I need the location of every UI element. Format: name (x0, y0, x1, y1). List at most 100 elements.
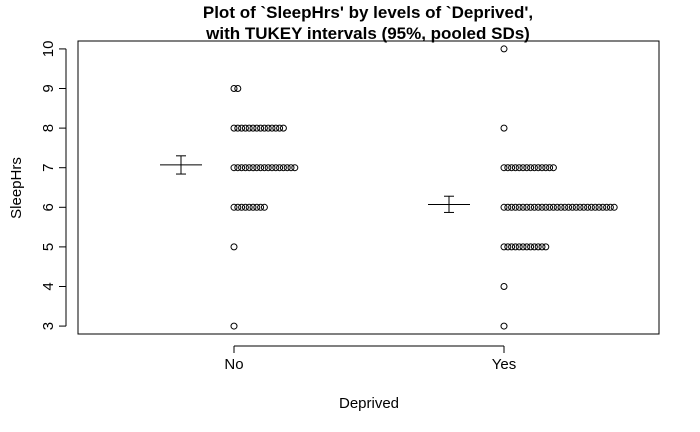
data-point (500, 243, 508, 251)
data-point (500, 45, 508, 53)
chart-title-line-1: Plot of `SleepHrs' by levels of `Deprive… (203, 3, 533, 22)
data-point (511, 203, 519, 211)
y-tick-label: 3 (40, 322, 57, 330)
data-points (230, 45, 618, 330)
data-point (511, 164, 519, 172)
x-axis-label: Deprived (339, 395, 399, 412)
data-point (268, 124, 276, 132)
data-point (230, 203, 238, 211)
data-point (272, 124, 280, 132)
y-tick-label: 5 (40, 243, 57, 251)
data-point (264, 124, 272, 132)
data-point (253, 203, 261, 211)
data-point (534, 164, 542, 172)
data-point (253, 164, 261, 172)
data-point (234, 203, 242, 211)
data-point (595, 203, 603, 211)
data-point (527, 203, 535, 211)
plot-frame (77, 40, 660, 335)
y-axis: 3 4 5 6 7 8 9 10 (40, 41, 67, 330)
data-point (230, 164, 238, 172)
data-point (504, 203, 512, 211)
data-point (500, 282, 508, 290)
data-point (511, 243, 519, 251)
data-point (241, 124, 249, 132)
data-point (508, 203, 516, 211)
data-point (610, 203, 618, 211)
data-point (519, 203, 527, 211)
data-point (504, 164, 512, 172)
data-point (527, 164, 535, 172)
data-point (276, 124, 284, 132)
data-point (238, 203, 246, 211)
data-point (245, 203, 253, 211)
data-point (279, 164, 287, 172)
data-point (500, 203, 508, 211)
data-point (538, 164, 546, 172)
data-point (230, 124, 238, 132)
data-point (276, 164, 284, 172)
data-point (515, 243, 523, 251)
y-tick-label: 7 (40, 164, 57, 172)
tukey-intervals (160, 155, 470, 213)
data-point (565, 203, 573, 211)
data-point (264, 164, 272, 172)
data-point (230, 322, 238, 330)
data-point (279, 124, 287, 132)
data-point (519, 243, 527, 251)
y-tick-label: 9 (40, 84, 57, 92)
data-point (234, 85, 242, 93)
data-point (603, 203, 611, 211)
data-point (584, 203, 592, 211)
x-axis: No Yes (224, 345, 516, 373)
data-point (508, 164, 516, 172)
y-tick-label: 6 (40, 203, 57, 211)
y-tick-label: 4 (40, 282, 57, 290)
data-point (230, 243, 238, 251)
data-point (576, 203, 584, 211)
y-axis-label: SleepHrs (8, 157, 25, 219)
data-point (587, 203, 595, 211)
data-point (245, 164, 253, 172)
data-point (606, 203, 614, 211)
data-point (530, 164, 538, 172)
data-point (504, 243, 512, 251)
data-point (249, 164, 257, 172)
data-point (523, 243, 531, 251)
data-point (557, 203, 565, 211)
y-tick-label: 10 (40, 41, 57, 58)
data-point (542, 243, 550, 251)
data-point (549, 203, 557, 211)
data-point (553, 203, 561, 211)
data-point (253, 124, 261, 132)
x-tick-label: Yes (492, 356, 516, 373)
data-point (257, 203, 265, 211)
data-point (515, 164, 523, 172)
data-point (515, 203, 523, 211)
data-point (257, 164, 265, 172)
data-point (500, 164, 508, 172)
data-point (568, 203, 576, 211)
data-point (546, 164, 554, 172)
data-point (523, 164, 531, 172)
data-point (523, 203, 531, 211)
data-point (561, 203, 569, 211)
data-point (238, 164, 246, 172)
data-point (230, 85, 238, 93)
data-point (234, 124, 242, 132)
data-point (260, 164, 268, 172)
data-point (257, 124, 265, 132)
data-point (580, 203, 588, 211)
data-point (542, 164, 550, 172)
data-point (546, 203, 554, 211)
data-point (268, 164, 276, 172)
data-point (538, 243, 546, 251)
data-point (283, 164, 291, 172)
data-point (530, 243, 538, 251)
x-tick-label: No (224, 356, 243, 373)
chart-title-line-2: with TUKEY intervals (95%, pooled SDs) (205, 24, 530, 43)
data-point (549, 164, 557, 172)
data-point (260, 124, 268, 132)
data-point (500, 322, 508, 330)
